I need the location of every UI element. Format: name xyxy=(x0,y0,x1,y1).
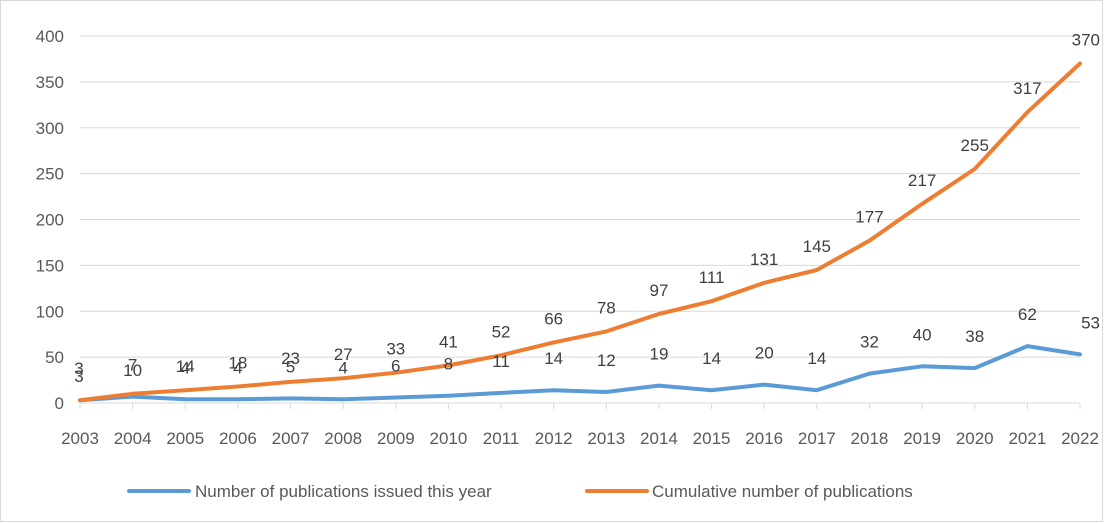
data-label: 12 xyxy=(597,351,616,370)
data-label: 4 xyxy=(338,358,347,377)
data-label: 317 xyxy=(1013,79,1041,98)
x-tick-label: 2011 xyxy=(483,429,520,448)
data-label: 52 xyxy=(492,322,511,341)
gridlines xyxy=(80,35,1080,358)
legend-label: Cumulative number of publications xyxy=(652,482,913,501)
data-label: 4 xyxy=(233,358,242,377)
data-label: 177 xyxy=(855,208,883,227)
x-tick-label: 2005 xyxy=(166,429,204,448)
x-tick-label: 2008 xyxy=(324,429,362,448)
y-tick-label: 200 xyxy=(36,211,64,230)
data-label: 4 xyxy=(181,358,190,377)
data-labels: 3 7 4 4 5 4 6 8 11 14 12 19 14 20 14 32 40 38 62 53 3 10 14 18 2… xyxy=(74,31,1100,387)
y-tick-label: 100 xyxy=(36,302,64,321)
data-label: 97 xyxy=(649,281,668,300)
data-label: 3 xyxy=(74,359,83,378)
x-tick-label: 2007 xyxy=(272,429,310,448)
data-label: 19 xyxy=(649,345,668,364)
data-label: 40 xyxy=(913,325,932,344)
y-axis: 0 50 100 150 200 250 300 350 400 xyxy=(36,27,64,413)
data-label: 41 xyxy=(439,332,458,351)
x-tick-label: 2006 xyxy=(219,429,257,448)
data-label: 3 xyxy=(74,367,83,386)
data-label: 18 xyxy=(228,353,247,372)
data-label: 111 xyxy=(699,268,725,287)
data-label: 14 xyxy=(176,357,195,376)
x-tick-label: 2017 xyxy=(798,429,836,448)
x-tick-label: 2004 xyxy=(114,429,152,448)
data-label: 20 xyxy=(755,344,774,363)
data-label: 38 xyxy=(965,327,984,346)
y-tick-label: 50 xyxy=(45,348,64,367)
data-label: 145 xyxy=(803,237,831,256)
legend: Number of publications issued this year C… xyxy=(127,482,913,501)
x-tick-label: 2018 xyxy=(851,429,889,448)
data-label: 5 xyxy=(286,357,295,376)
x-tick-label: 2022 xyxy=(1061,429,1099,448)
x-tick-label: 2014 xyxy=(640,429,678,448)
y-tick-label: 250 xyxy=(36,165,64,184)
y-tick-label: 350 xyxy=(36,73,64,92)
y-tick-label: 400 xyxy=(36,27,64,46)
x-tick-label: 2013 xyxy=(587,429,625,448)
data-label: 370 xyxy=(1072,31,1100,50)
data-label: 62 xyxy=(1018,305,1037,324)
data-label: 23 xyxy=(281,349,300,368)
data-label: 14 xyxy=(544,349,563,368)
x-tick-label: 2020 xyxy=(956,429,994,448)
legend-label: Number of publications issued this year xyxy=(195,482,492,501)
series-line-1 xyxy=(78,344,1082,403)
x-tick-label: 2016 xyxy=(745,429,783,448)
data-label: 6 xyxy=(391,356,400,375)
data-label: 32 xyxy=(860,333,879,352)
data-label: 78 xyxy=(597,298,616,317)
data-label: 27 xyxy=(334,345,353,364)
data-label: 217 xyxy=(908,171,936,190)
series-lines xyxy=(78,61,1082,403)
data-label: 131 xyxy=(750,250,778,269)
data-label: 11 xyxy=(492,352,510,371)
data-label: 8 xyxy=(444,355,453,374)
data-label: 66 xyxy=(544,309,563,328)
x-tick-label: 2019 xyxy=(903,429,941,448)
data-label: 7 xyxy=(128,356,137,375)
data-label: 53 xyxy=(1081,313,1100,332)
data-label: 10 xyxy=(123,361,142,380)
y-tick-label: 300 xyxy=(36,119,64,138)
x-tick-label: 2012 xyxy=(535,429,573,448)
data-label: 14 xyxy=(807,349,826,368)
data-label: 255 xyxy=(961,136,989,155)
x-tick-label: 2015 xyxy=(693,429,731,448)
y-tick-label: 150 xyxy=(36,256,64,275)
series-line-2 xyxy=(78,61,1082,403)
x-tick-label: 2009 xyxy=(377,429,415,448)
x-tick-label: 2021 xyxy=(1008,429,1046,448)
x-tick-label: 2010 xyxy=(430,429,468,448)
x-tick-label: 2003 xyxy=(61,429,99,448)
y-tick-label: 0 xyxy=(55,394,64,413)
data-label: 14 xyxy=(702,349,721,368)
data-label: 33 xyxy=(386,340,405,359)
x-axis: 2003 2004 2005 2006 2007 2008 2009 2010 2011 2012… xyxy=(61,402,1099,448)
